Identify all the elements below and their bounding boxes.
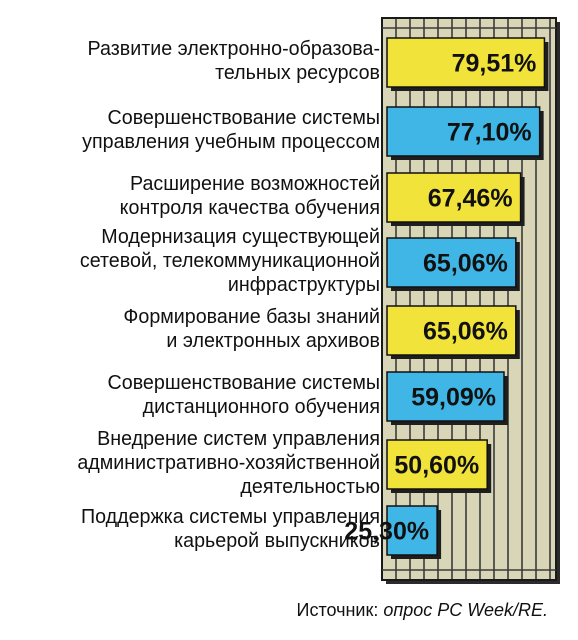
bar-value-label: 59,09% (411, 384, 496, 412)
category-label-line: контроля качества обучения (119, 195, 380, 219)
category-label: Развитие электронно-образова-тельных рес… (15, 37, 380, 85)
category-label-line: Развитие электронно-образова- (87, 36, 380, 60)
panel-background (381, 17, 557, 581)
source-note: Источник: опрос PC Week/RE. (297, 600, 549, 621)
category-label: Совершенствование системы управления учеб… (15, 106, 380, 154)
bar-value-label: 67,46% (428, 185, 513, 213)
category-label-line: Расширение возможностей (130, 171, 380, 195)
bar (386, 106, 541, 157)
bar (386, 37, 546, 88)
category-label-line: Модернизация существующей (101, 224, 381, 248)
bar-value-label: 65,06% (423, 318, 508, 346)
category-label-line: Поддержка системы управления (80, 504, 381, 528)
category-label: Формирование базы знаний и электронных ар… (15, 305, 380, 353)
category-label: Модернизация существующей сетевой, телеко… (15, 225, 380, 297)
category-label: Внедрение систем управления административ… (15, 427, 380, 499)
bar (386, 439, 488, 490)
bar-value-label: 79,51% (452, 50, 537, 78)
bar-value-label: 77,10% (447, 119, 532, 147)
source-prefix: Источник: (296, 600, 384, 620)
bar-value-label: 25,30% (344, 518, 429, 546)
category-label: Расширение возможностей контроля качества… (15, 172, 380, 220)
category-label-line: управления учебным процессом (82, 129, 380, 153)
bar (386, 172, 522, 223)
category-label-line: и электронных архивов (166, 328, 380, 352)
bar-value-label: 50,60% (394, 452, 479, 480)
category-label-line: административно-хозяйственной (77, 450, 381, 474)
category-label-line: Совершенствование системы (107, 105, 380, 129)
category-label-line: Формирование базы знаний (123, 304, 381, 328)
category-label: Совершенствование системы дистанционного … (15, 371, 380, 419)
category-label-line: сетевой, телекоммуникационной (79, 248, 381, 272)
bar (386, 371, 505, 422)
bar (386, 237, 517, 288)
category-label-line: карьерой выпускников (174, 528, 380, 552)
bar-value-label: 65,06% (423, 250, 508, 278)
category-label-line: дистанционного обучения (142, 394, 380, 418)
category-label-line: Совершенствование системы (107, 370, 380, 394)
source-text: опрос PC Week/RE. (383, 600, 548, 620)
category-label: Поддержка системы управления карьерой вып… (15, 505, 380, 553)
category-label-line: инфраструктуры (227, 272, 380, 296)
bar (386, 305, 517, 356)
category-label-line: Внедрение систем управления (97, 426, 381, 450)
category-label-line: тельных ресурсов (215, 60, 380, 84)
bar (386, 505, 438, 556)
category-label-line: деятельностью (240, 474, 380, 498)
